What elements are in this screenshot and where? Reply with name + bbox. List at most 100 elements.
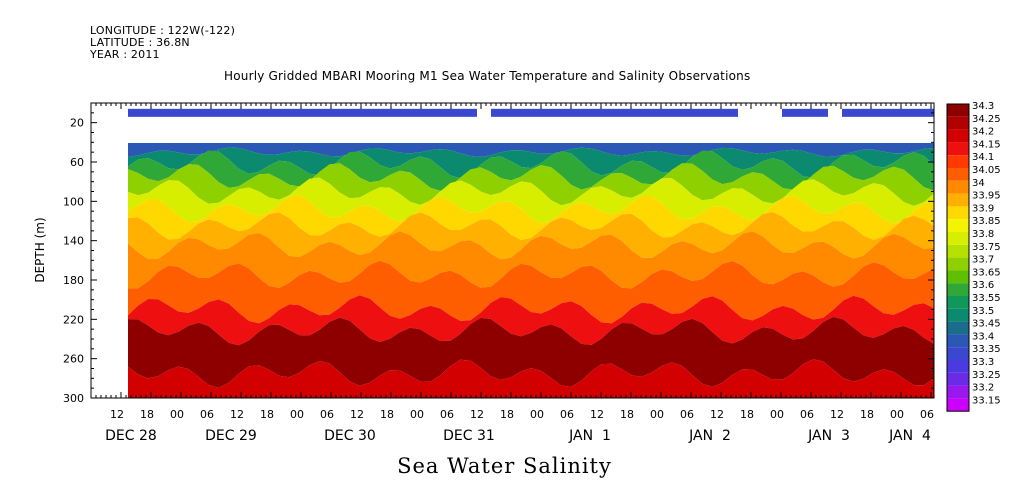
latitude-label: LATITUDE : 36.8N xyxy=(90,36,190,49)
colorbar-label: 33.3 xyxy=(972,357,994,368)
colorbar-label: 34.3 xyxy=(972,101,994,112)
x-hour-label: 00 xyxy=(530,408,544,421)
x-hour-label: 18 xyxy=(740,408,754,421)
colorbar-swatch xyxy=(947,270,969,284)
surface-sensor-segment xyxy=(491,108,738,117)
colorbar-swatch xyxy=(947,321,969,335)
x-hour-label: 06 xyxy=(560,408,574,421)
colorbar-swatch xyxy=(947,104,969,117)
colorbar-swatch xyxy=(947,219,969,232)
x-hour-label: 12 xyxy=(230,408,244,421)
y-tick-label: 20 xyxy=(70,117,84,130)
y-axis-label: DEPTH (m) xyxy=(33,217,47,282)
salinity-band xyxy=(128,177,934,224)
salinity-band xyxy=(128,316,934,388)
surface-sensor-band xyxy=(128,108,934,117)
colorbar-label: 33.45 xyxy=(972,319,1001,330)
colorbar-label: 33.35 xyxy=(972,344,1001,355)
x-hour-label: 18 xyxy=(500,408,514,421)
colorbar-swatch xyxy=(947,385,969,399)
x-hour-label: 00 xyxy=(770,408,784,421)
x-hour-label: 00 xyxy=(890,408,904,421)
x-hour-label: 12 xyxy=(710,408,724,421)
salinity-band xyxy=(128,231,934,289)
colorbar-swatch xyxy=(947,180,969,194)
x-axis-label: Sea Water Salinity xyxy=(397,454,612,478)
x-hour-label: 06 xyxy=(200,408,214,421)
salinity-band xyxy=(128,195,934,240)
chart-title: Hourly Gridded MBARI Mooring M1 Sea Wate… xyxy=(224,69,751,83)
x-axis: 12 18 00 06 12 18 00 06 12 18 00 06 12 18 00 06 12 18 00 06… xyxy=(90,103,934,444)
x-hour-label: 06 xyxy=(680,408,694,421)
y-tick-label: 100 xyxy=(63,195,84,208)
colorbar-swatch xyxy=(947,334,969,348)
year-label: YEAR : 2011 xyxy=(90,48,160,61)
x-date-label: DEC 28 xyxy=(105,428,157,444)
salinity-band xyxy=(128,211,934,260)
colorbar-label: 33.15 xyxy=(972,395,1001,406)
colorbar-swatch xyxy=(947,398,969,412)
x-hour-label: 12 xyxy=(110,408,124,421)
colorbar-swatch xyxy=(947,283,969,296)
x-date-label: JAN 1 xyxy=(568,428,611,444)
colorbar-swatch xyxy=(947,372,969,386)
x-hour-label: 18 xyxy=(620,408,634,421)
colorbar-swatch xyxy=(947,347,969,360)
colorbar-label: 33.75 xyxy=(972,242,1001,253)
x-hour-label: 00 xyxy=(410,408,424,421)
x-date-label: JAN 3 xyxy=(807,428,850,444)
x-hour-label: 18 xyxy=(860,408,874,421)
colorbar-label: 34.05 xyxy=(972,165,1001,176)
x-hour-label: 18 xyxy=(260,408,274,421)
longitude-label: LONGITUDE : 122W(-122) xyxy=(90,24,236,37)
colorbar-swatch xyxy=(947,232,969,245)
x-hour-label: 06 xyxy=(920,408,934,421)
y-tick-label: 260 xyxy=(63,353,84,366)
x-hour-label: 06 xyxy=(800,408,814,421)
x-hour-label: 06 xyxy=(320,408,334,421)
y-tick-label: 300 xyxy=(63,392,84,405)
x-hour-label: 06 xyxy=(440,408,454,421)
colorbar-swatch xyxy=(947,116,969,130)
colorbar-label: 33.8 xyxy=(972,229,994,240)
colorbar-label: 33.2 xyxy=(972,383,994,394)
salinity-contour-fill xyxy=(128,143,934,398)
y-tick-label: 60 xyxy=(70,156,84,169)
colorbar-label: 33.55 xyxy=(972,293,1001,304)
surface-sensor-segment xyxy=(128,108,477,117)
colorbar-label: 34.1 xyxy=(972,152,994,163)
x-hour-label: 18 xyxy=(140,408,154,421)
colorbar-label: 33.6 xyxy=(972,280,994,291)
x-hour-label: 12 xyxy=(590,408,604,421)
colorbar-label: 33.85 xyxy=(972,216,1001,227)
y-tick-label: 140 xyxy=(63,235,84,248)
colorbar-label: 34 xyxy=(972,178,985,189)
colorbar-swatch xyxy=(947,155,969,168)
x-hour-label: 12 xyxy=(830,408,844,421)
salinity-band xyxy=(128,150,934,191)
colorbar-swatch xyxy=(947,193,969,207)
y-tick-label: 180 xyxy=(63,274,84,287)
salinity-band xyxy=(128,359,934,398)
surface-sensor-segment xyxy=(782,108,828,117)
x-hour-label: 18 xyxy=(380,408,394,421)
colorbar-swatch xyxy=(947,308,969,322)
x-hour-label: 00 xyxy=(170,408,184,421)
colorbar-swatch xyxy=(947,206,969,220)
colorbar-frame xyxy=(946,103,970,412)
colorbar-label: 33.9 xyxy=(972,203,994,214)
salinity-band xyxy=(128,260,934,324)
x-date-label: JAN 4 xyxy=(888,428,931,444)
colorbar-label: 33.25 xyxy=(972,370,1001,381)
colorbar-swatch xyxy=(947,168,969,181)
colorbar-swatch xyxy=(947,244,969,258)
colorbar-label: 33.65 xyxy=(972,267,1001,278)
salinity-band xyxy=(128,295,934,346)
colorbar-swatch xyxy=(947,129,969,143)
colorbar-label: 33.95 xyxy=(972,191,1001,202)
colorbar-label: 33.4 xyxy=(972,331,994,342)
y-axis: 20 60 100 140 180 220 260 300 xyxy=(63,102,934,405)
colorbar-label: 33.5 xyxy=(972,306,994,317)
